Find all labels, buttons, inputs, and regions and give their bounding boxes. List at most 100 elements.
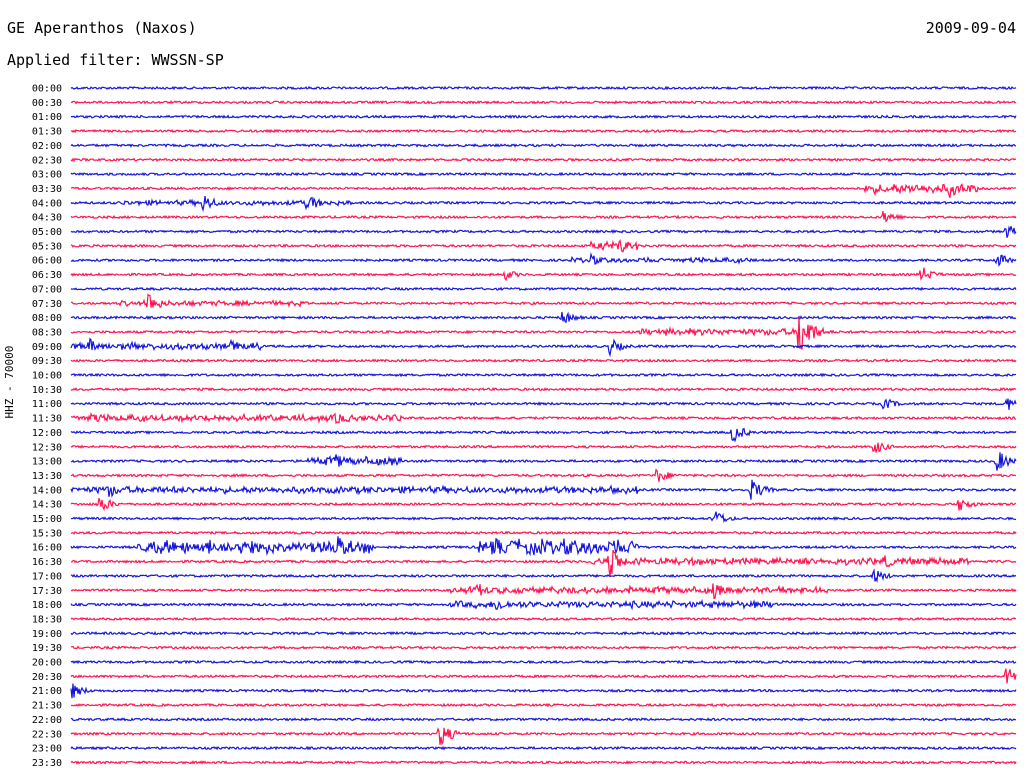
time-tick-label: 13:00: [32, 457, 62, 468]
seismogram-trace: [70, 727, 1017, 746]
seismogram-trace: [70, 645, 1017, 651]
time-tick-label: 10:00: [32, 371, 62, 382]
time-tick-label: 15:30: [32, 528, 62, 539]
seismogram-trace: [70, 157, 1017, 163]
time-tick-label: 14:30: [32, 500, 62, 511]
time-tick-label: 12:00: [32, 428, 62, 439]
seismogram-trace: [70, 659, 1017, 665]
time-tick-label: 10:30: [32, 385, 62, 396]
seismogram-trace: [70, 372, 1017, 378]
time-tick-label: 09:00: [32, 342, 62, 353]
time-tick-label: 21:30: [32, 701, 62, 712]
time-tick-label: 15:00: [32, 514, 62, 525]
seismogram-trace: [70, 530, 1017, 536]
time-tick-label: 11:00: [32, 399, 62, 410]
time-tick-label: 23:30: [32, 758, 62, 769]
time-tick-label: 18:00: [32, 600, 62, 611]
time-tick-label: 13:30: [32, 471, 62, 482]
seismogram-trace: [70, 142, 1017, 148]
seismogram-trace: [70, 549, 1017, 578]
seismogram-trace: [70, 568, 1017, 583]
seismogram-trace: [70, 85, 1017, 91]
time-tick-label: 21:00: [32, 686, 62, 697]
seismogram-trace: [70, 427, 1017, 443]
seismogram-trace: [70, 683, 1017, 699]
time-tick-label: 07:00: [32, 284, 62, 295]
time-tick-label: 14:00: [32, 485, 62, 496]
seismogram-trace: [70, 497, 1017, 512]
seismogram-trace: [70, 630, 1017, 636]
seismogram-trace: [70, 358, 1017, 363]
seismogram-trace: [70, 195, 1017, 213]
seismogram-trace: [70, 411, 1017, 425]
time-tick-label: 11:30: [32, 414, 62, 425]
time-tick-label: 17:00: [32, 571, 62, 582]
time-tick-label: 16:00: [32, 543, 62, 554]
time-tick-label: 12:30: [32, 442, 62, 453]
time-tick-label: 02:00: [32, 141, 62, 152]
station-title: GE Aperanthos (Naxos): [7, 19, 197, 37]
seismogram-trace: [70, 252, 1017, 268]
time-tick-label: 08:00: [32, 313, 62, 324]
time-tick-label: 22:00: [32, 715, 62, 726]
time-tick-label: 07:30: [32, 299, 62, 310]
time-tick-label: 08:30: [32, 327, 62, 338]
seismogram-trace: [70, 583, 1017, 600]
seismogram-trace: [70, 293, 1017, 309]
seismogram-trace: [70, 286, 1017, 292]
time-tick-label: 09:30: [32, 356, 62, 367]
seismogram-trace: [70, 717, 1017, 722]
time-tick-label: 03:00: [32, 170, 62, 181]
time-tick-label: 22:30: [32, 729, 62, 740]
seismogram-trace: [70, 398, 1017, 410]
seismogram-trace: [70, 99, 1017, 105]
time-tick-label: 17:30: [32, 586, 62, 597]
time-tick-label: 06:00: [32, 256, 62, 267]
seismogram-trace: [71, 311, 1017, 324]
seismogram-trace: [70, 452, 1017, 471]
seismogram-trace: [70, 316, 1017, 350]
seismogram-trace: [70, 745, 1017, 751]
filter-label: Applied filter: WWSSN-SP: [7, 51, 224, 69]
time-tick-label: 05:30: [32, 241, 62, 252]
time-tick-label: 00:00: [32, 84, 62, 95]
time-tick-label: 01:30: [32, 127, 62, 138]
seismogram-trace: [70, 702, 1017, 708]
time-tick-label: 19:30: [32, 643, 62, 654]
seismogram-trace: [70, 267, 1017, 282]
time-tick-label: 01:00: [32, 112, 62, 123]
time-tick-label: 23:00: [32, 744, 62, 755]
seismogram-trace: [70, 598, 1017, 611]
seismogram-trace: [70, 238, 1017, 253]
time-tick-label: 00:30: [32, 98, 62, 109]
date-label: 2009-09-04: [925, 19, 1016, 37]
seismogram-trace: [70, 114, 1017, 120]
time-tick-label: 20:00: [32, 658, 62, 669]
seismogram-trace: [70, 468, 1017, 482]
seismogram-trace: [70, 171, 1017, 177]
time-tick-label: 06:30: [32, 270, 62, 281]
seismogram-trace: [70, 760, 1017, 765]
time-tick-label: 20:30: [32, 672, 62, 683]
seismogram-trace: [70, 337, 1017, 358]
time-tick-label: 18:30: [32, 614, 62, 625]
time-tick-label: 04:00: [32, 198, 62, 209]
time-tick-label: 19:00: [32, 629, 62, 640]
time-tick-label: 02:30: [32, 155, 62, 166]
time-tick-label: 16:30: [32, 557, 62, 568]
seismogram-trace: [70, 442, 1017, 453]
seismogram-trace: [70, 183, 1017, 198]
time-tick-label: 05:00: [32, 227, 62, 238]
seismogram-trace: [70, 387, 1017, 392]
time-tick-label: 03:30: [32, 184, 62, 195]
seismogram-trace: [70, 616, 1017, 622]
time-tick-label: 04:30: [32, 213, 62, 224]
seismogram-trace: [70, 511, 1017, 523]
seismogram-trace: [70, 211, 1017, 223]
seismogram-trace: [70, 225, 1017, 238]
seismogram-trace: [70, 536, 1017, 557]
seismogram-trace: [70, 479, 1017, 500]
seismogram-trace: [70, 128, 1017, 134]
seismogram-trace: [70, 668, 1017, 684]
